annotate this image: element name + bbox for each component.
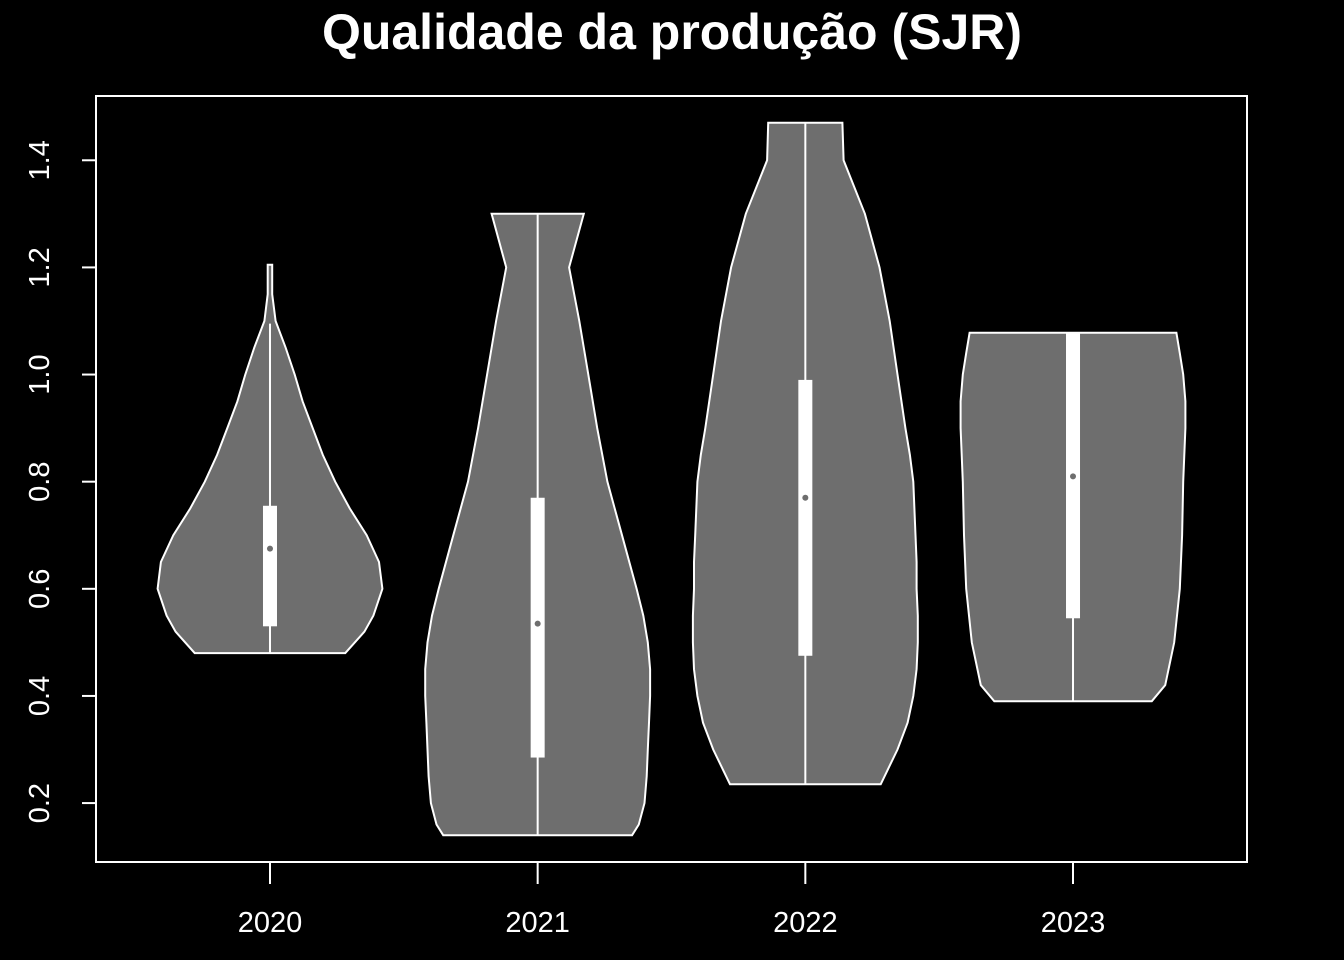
plot-frame [95,95,1248,863]
violin-median-dot [802,494,809,501]
y-tick-label: 1.2 [24,247,56,287]
y-tick-label: 0.2 [24,783,56,823]
x-tick-label: 2021 [505,907,570,939]
violin-iqr-box [262,505,277,627]
violin-2022 [691,121,919,786]
x-tick-label: 2023 [1041,907,1106,939]
violin-2023 [959,331,1187,703]
violin-median-dot [1070,473,1077,480]
x-tick-label: 2020 [238,907,303,939]
violin-iqr-box [530,497,545,758]
y-tick-label: 0.6 [24,569,56,609]
chart-title: Qualidade da produção (SJR) [322,4,1022,60]
violins-layer [156,121,1187,837]
y-tick-label: 0.8 [24,462,56,502]
y-tick-label: 1.4 [24,140,56,180]
violin-2020 [156,263,384,655]
y-tick-label: 1.0 [24,354,56,394]
violin-median-dot [266,545,273,552]
y-tick-label: 0.4 [24,676,56,716]
x-axis: 2020 2021 2022 2023 [238,862,1106,939]
y-axis: 0.2 0.4 0.6 0.8 1.0 1.2 1.4 [24,140,96,823]
x-tick-label: 2022 [773,907,838,939]
violin-iqr-box [798,379,813,656]
violin-2021 [424,212,652,837]
violin-median-dot [534,620,541,627]
